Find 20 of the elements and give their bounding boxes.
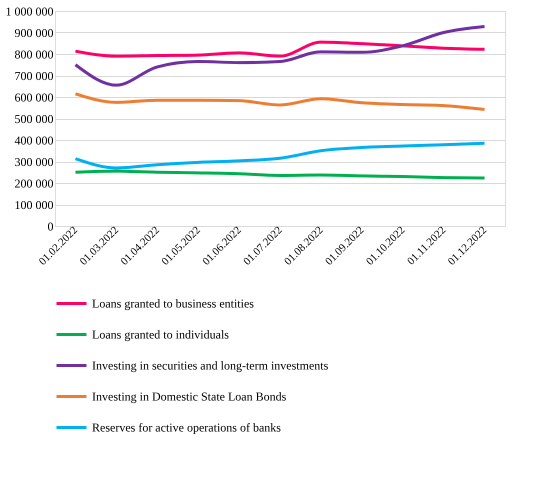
y-tick-label: 200 000 <box>14 176 54 190</box>
y-tick-label: 600 000 <box>14 90 54 104</box>
y-tick-label: 700 000 <box>14 69 54 83</box>
y-tick-label: 800 000 <box>14 48 54 62</box>
line-series <box>74 40 486 58</box>
y-tick-label: 1 000 000 <box>6 4 54 18</box>
line-series <box>74 92 486 111</box>
y-tick-label: 900 000 <box>14 26 54 40</box>
line-series <box>74 170 486 180</box>
y-tick-label: 300 000 <box>14 155 54 169</box>
legend-label: Reserves for active operations of banks <box>92 420 282 434</box>
y-tick-label: 500 000 <box>14 112 54 126</box>
y-tick-label: 400 000 <box>14 134 54 148</box>
line-series <box>74 142 486 170</box>
legend-label: Investing in securities and long-term investments <box>92 358 329 372</box>
legend-label: Investing in Domestic State Loan Bonds <box>92 390 287 404</box>
y-tick-label: 100 000 <box>14 198 54 212</box>
legend-label: Loans granted to individuals <box>92 328 230 342</box>
line-series <box>74 24 486 87</box>
legend-label: Loans granted to business entities <box>92 296 254 310</box>
